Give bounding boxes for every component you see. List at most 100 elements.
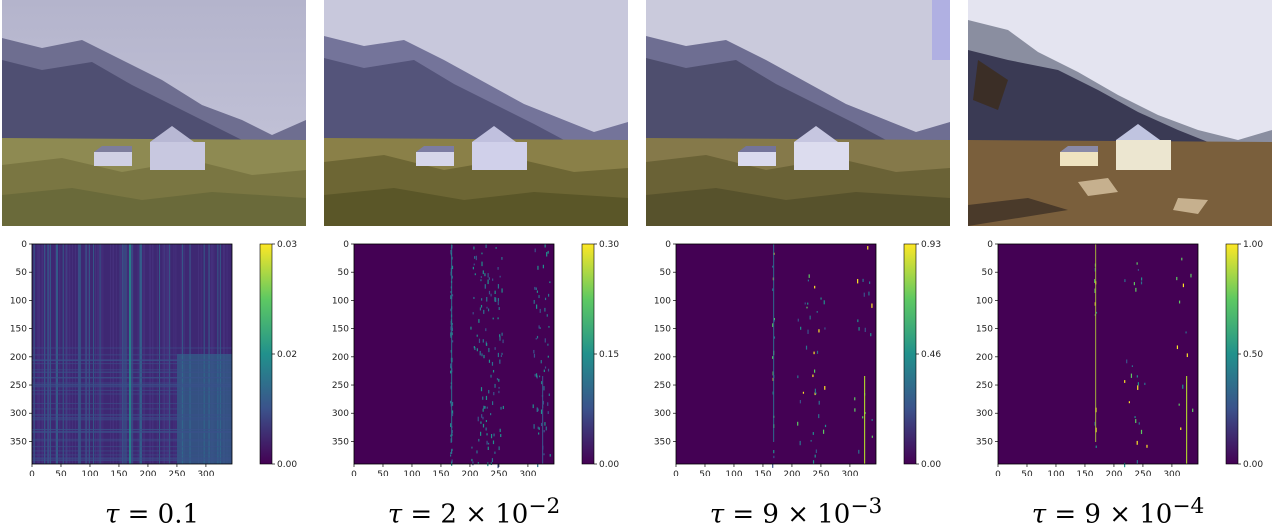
heatmap-speck [483,354,485,359]
heatmap-plot-area [354,244,554,464]
heatmap-speck [772,265,774,268]
heatmap-speck [871,303,873,308]
heatmap-speck [499,428,501,433]
heatmap-stripe [32,408,232,410]
x-tick-label: 200 [461,470,478,476]
heatmap-stripe [41,244,43,464]
y-tick-label: 300 [654,409,671,419]
heatmap-speck [813,351,815,355]
heatmap-speck [814,392,816,396]
plot-frame [31,243,233,465]
heatmap-stripe [123,244,125,464]
heatmap-speck [1176,345,1179,350]
colorbar-tick-label: 0.93 [921,240,941,250]
heatmap-speck [490,433,493,439]
y-tick-label: 150 [332,325,349,335]
heatmap-speck [490,413,492,416]
heatmap-stripe [32,384,232,386]
x-tick-label: 100 [1047,470,1064,476]
heatmap-speck [1131,365,1133,368]
y-tick-label: 50 [660,268,672,278]
heatmap-speck [480,431,482,436]
heatmap-speck [772,356,774,359]
heatmap-4: 0 50 100 150 200 250 300050100150200250300350 … [976,240,1264,476]
heatmap-speck [484,406,486,409]
heatmap-speck [867,246,869,250]
heatmap-speck [1136,440,1138,445]
heatmap-speck [478,319,480,323]
heatmap-stripe [864,376,866,464]
heatmap-speck [450,454,452,457]
segmented-landscape-image-3 [646,0,950,226]
heatmap-speck [808,274,810,278]
heatmap-speck [818,400,820,405]
heatmap-stripe [44,244,46,464]
heatmap-speck [539,327,541,329]
heatmap-stripe [99,244,101,464]
heatmap-speck [480,279,482,282]
heatmap-speck [807,302,809,305]
heatmap-stripe [32,359,232,361]
heatmap-speck [451,401,454,406]
heatmap-speck [863,292,865,297]
colorbar [582,244,594,464]
heatmap-speck [824,327,826,330]
heatmap-stripe [168,244,170,464]
heatmap-stripe [39,244,41,464]
y-tick-label: 350 [10,437,27,447]
heatmap-speck [538,295,540,299]
heatmap-stripe [131,244,133,464]
heatmap-speck [1140,277,1143,281]
heatmap-speck [474,346,476,351]
x-tick-label: 100 [403,470,420,476]
heatmap-speck [488,290,491,295]
heatmap-speck [1136,262,1138,265]
heatmap-speck [823,300,825,305]
heatmap-stripe [173,244,175,464]
heatmap-speck [482,270,484,275]
heatmap-speck [797,421,799,426]
heatmap-stripe [137,244,139,464]
heatmap-stripe [100,244,102,464]
heatmap-speck [481,261,483,267]
heatmap-stripe [49,244,51,464]
heatmap-speck [549,281,551,284]
heatmap-stripe [162,244,164,464]
heatmap-speck [797,375,799,379]
heatmap-speck [547,411,549,415]
heatmap-speck [486,296,488,302]
heatmap-speck [450,449,453,454]
heatmap-speck [533,349,535,354]
heatmap-speck [1128,401,1130,404]
heatmap-speck [500,434,502,438]
heatmap-speck [813,369,816,373]
heatmap-speck [501,332,503,336]
heatmap-speck [814,285,816,289]
heatmap-speck [501,288,503,293]
heatmap-speck [497,298,499,302]
colorbar-tick-label: 0.00 [921,460,941,470]
heatmap-speck [1137,269,1139,271]
heatmap-speck [482,408,484,412]
heatmap-speck [545,426,547,431]
x-tick-label: 50 [377,470,389,476]
y-tick-label: 0 [21,240,27,250]
heatmap-stripe [142,244,144,464]
heatmap-speck [871,435,873,438]
heatmap-stripe [159,244,161,464]
heatmap-speck [497,352,499,358]
heatmap-stripe [144,244,146,464]
y-tick-label: 100 [976,296,993,306]
heatmap-stripe [32,459,232,461]
heatmap-speck [501,352,503,355]
heatmap-speck [807,279,810,282]
heatmap-speck [451,429,453,434]
heatmap-stripe [85,244,87,464]
heatmap-speck [540,360,542,364]
heatmap-stripe [78,244,80,464]
heatmap-speck [501,257,503,260]
heatmap-speck [487,442,490,445]
heatmap-speck [471,458,473,462]
heatmap-speck [537,265,539,270]
heatmap-speck [538,325,540,329]
